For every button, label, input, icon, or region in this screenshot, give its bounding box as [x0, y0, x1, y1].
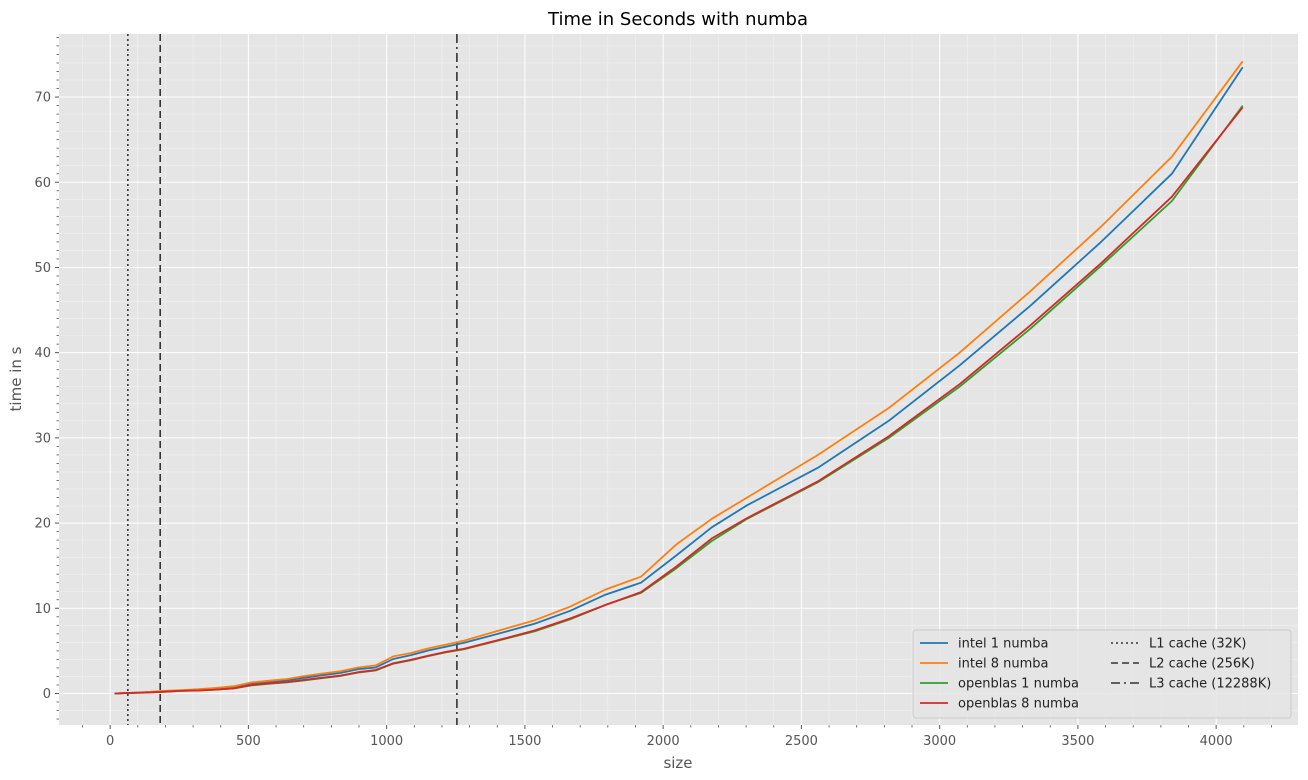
- y-tick-label: 10: [34, 602, 51, 617]
- x-tick-label: 3500: [1061, 734, 1094, 749]
- legend-label: openblas 1 numba: [958, 677, 1079, 692]
- legend-label: intel 1 numba: [958, 637, 1048, 652]
- legend-label: L1 cache (32K): [1149, 637, 1247, 652]
- x-tick-label: 0: [106, 734, 114, 749]
- cache-lines: [127, 34, 458, 725]
- y-tick-label: 40: [34, 346, 51, 361]
- y-tick-label: 30: [34, 431, 51, 446]
- y-axis-label: time in s: [7, 346, 25, 411]
- x-axis-label: size: [663, 754, 692, 772]
- axis-ticks: 0 500 1000 1500 2000 2500 3000 3500 4000 0 10 20 30 4…: [34, 37, 1272, 749]
- y-tick-label: 20: [34, 517, 51, 532]
- major-grid: [59, 34, 1298, 725]
- y-tick-label: 0: [43, 687, 51, 702]
- chart-title: Time in Seconds with numba: [547, 9, 808, 30]
- legend-label: L3 cache (12288K): [1149, 677, 1271, 692]
- x-tick-label: 1500: [508, 734, 541, 749]
- x-tick-label: 2000: [647, 734, 680, 749]
- legend-label: intel 8 numba: [958, 657, 1048, 672]
- x-tick-label: 2500: [785, 734, 818, 749]
- legend-label: openblas 8 numba: [958, 697, 1079, 712]
- x-tick-label: 500: [236, 734, 261, 749]
- series-lines: [114, 60, 1244, 695]
- x-tick-label: 3000: [923, 734, 956, 749]
- x-tick-label: 4000: [1200, 734, 1233, 749]
- legend-box: [912, 629, 1292, 719]
- y-tick-label: 50: [34, 261, 51, 276]
- plot-area: [59, 34, 1298, 725]
- legend: intel 1 numba intel 8 numba openblas 1 num…: [912, 629, 1292, 719]
- series-line: [114, 106, 1244, 695]
- series-line: [114, 60, 1244, 695]
- legend-label: L2 cache (256K): [1149, 657, 1255, 672]
- y-tick-label: 60: [34, 176, 51, 191]
- x-tick-label: 1000: [370, 734, 403, 749]
- y-tick-label: 70: [34, 91, 51, 106]
